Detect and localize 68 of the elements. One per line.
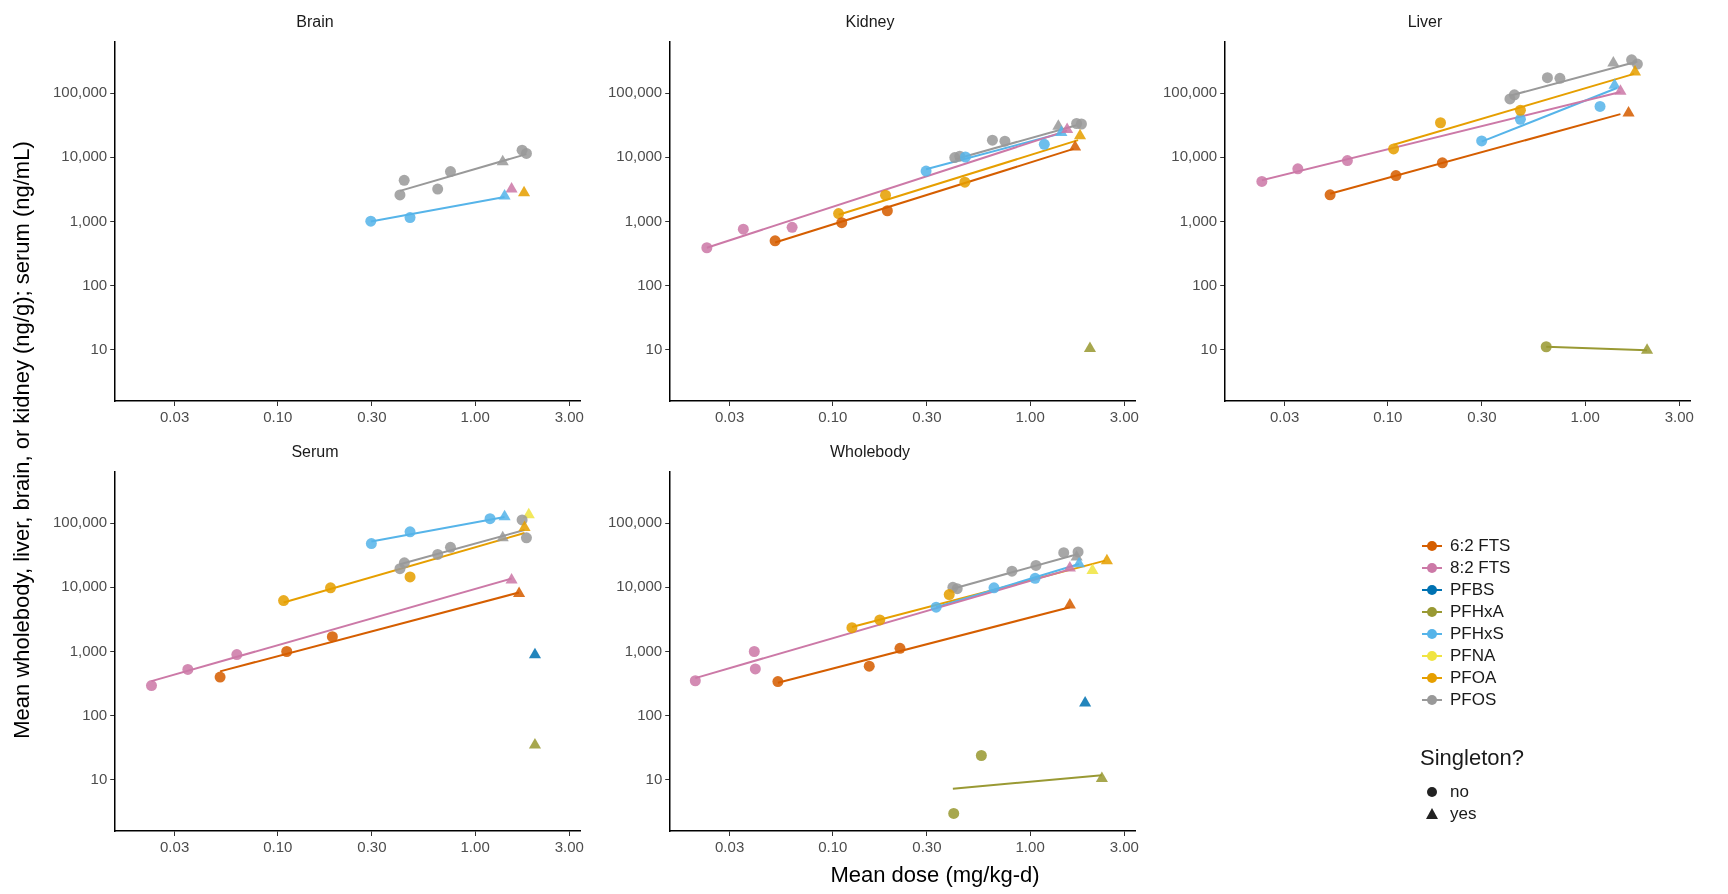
x-axis-title: Mean dose (mg/kg-d) — [830, 862, 1040, 888]
y-tick-label: 1,000 — [69, 641, 108, 659]
y-tick-label: 10,000 — [1171, 147, 1218, 165]
x-tick-label: 1.00 — [1015, 838, 1045, 856]
legend-label: 8:2 FTS — [1450, 558, 1511, 578]
x-tick-label: 1.00 — [460, 408, 490, 426]
x-tick-label: 0.10 — [263, 838, 293, 856]
y-tick-label: 100,000 — [607, 513, 663, 531]
x-tick-label: 0.03 — [715, 408, 745, 426]
y-tick-label: 100 — [82, 705, 108, 723]
y-tick-label: 10 — [645, 340, 663, 358]
x-tick-label: 0.03 — [715, 838, 745, 856]
legend-label: 6:2 FTS — [1450, 536, 1511, 556]
y-tick-label: 100,000 — [52, 83, 108, 101]
y-tick-label: 10 — [90, 770, 108, 788]
y-tick-label: 10,000 — [61, 577, 108, 595]
legend-label: no — [1450, 782, 1469, 802]
x-tick-label: 3.00 — [554, 408, 584, 426]
y-tick-label: 100,000 — [1162, 83, 1218, 101]
y-tick-label: 10 — [90, 340, 108, 358]
y-tick-label: 10,000 — [61, 147, 108, 165]
chart-title: Kidney — [845, 13, 895, 31]
legend-label: PFHxA — [1450, 602, 1504, 622]
y-tick-label: 10,000 — [616, 147, 663, 165]
x-tick-label: 0.03 — [160, 408, 190, 426]
y-tick-label: 1,000 — [624, 211, 663, 229]
legend-title: Singleton? — [1420, 745, 1524, 771]
x-tick-label: 0.03 — [1270, 408, 1300, 426]
x-tick-label: 0.03 — [160, 838, 190, 856]
y-tick-label: 100 — [1192, 275, 1218, 293]
x-tick-label: 3.00 — [554, 838, 584, 856]
y-tick-label: 10,000 — [616, 577, 663, 595]
legend-label: PFNA — [1450, 646, 1496, 666]
legend-label: yes — [1450, 804, 1477, 824]
legend-label: PFOS — [1450, 690, 1497, 710]
x-tick-label: 0.10 — [818, 838, 848, 856]
x-tick-label: 0.10 — [818, 408, 848, 426]
y-axis-title: Mean wholebody, liver, brain, or kidney (ng/g); serum (ng/mL) — [9, 141, 35, 739]
x-tick-label: 0.30 — [357, 838, 387, 856]
y-tick-label: 10 — [645, 770, 663, 788]
x-tick-label: 3.00 — [1664, 408, 1694, 426]
x-tick-label: 3.00 — [1109, 838, 1139, 856]
x-tick-label: 0.30 — [912, 838, 942, 856]
x-tick-label: 1.00 — [460, 838, 490, 856]
x-tick-label: 0.30 — [1467, 408, 1497, 426]
y-tick-label: 1,000 — [624, 641, 663, 659]
y-tick-label: 100 — [82, 275, 108, 293]
y-tick-label: 100,000 — [607, 83, 663, 101]
y-tick-label: 10 — [1200, 340, 1218, 358]
y-tick-label: 100 — [637, 275, 663, 293]
chart-title: Brain — [296, 13, 334, 31]
legend-label: PFOA — [1450, 668, 1497, 688]
x-tick-label: 0.10 — [1373, 408, 1403, 426]
y-tick-label: 1,000 — [69, 211, 108, 229]
x-tick-label: 3.00 — [1109, 408, 1139, 426]
chart-title: Liver — [1407, 13, 1444, 31]
chart-title: Serum — [291, 443, 339, 461]
x-tick-label: 1.00 — [1015, 408, 1045, 426]
y-tick-label: 1,000 — [1179, 211, 1218, 229]
legend-label: PFBS — [1450, 580, 1495, 600]
x-tick-label: 0.30 — [912, 408, 942, 426]
x-tick-label: 0.10 — [263, 408, 293, 426]
x-tick-label: 1.00 — [1570, 408, 1600, 426]
x-tick-label: 0.30 — [357, 408, 387, 426]
y-tick-label: 100 — [637, 705, 663, 723]
chart-title: Wholebody — [829, 443, 911, 461]
y-tick-label: 100,000 — [52, 513, 108, 531]
legend-label: PFHxS — [1450, 624, 1504, 644]
